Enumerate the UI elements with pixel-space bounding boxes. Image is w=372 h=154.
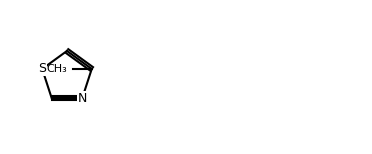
Text: S: S: [38, 63, 46, 75]
Text: N: N: [78, 92, 87, 105]
Text: CH₃: CH₃: [47, 64, 68, 74]
